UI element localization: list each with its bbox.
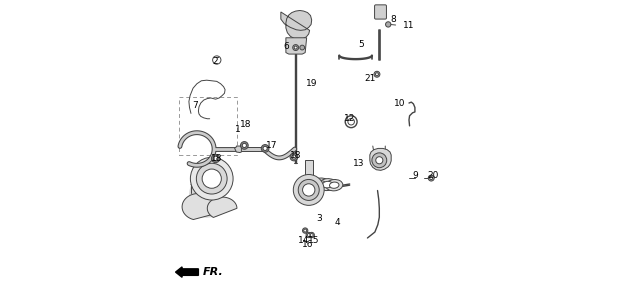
- Polygon shape: [286, 38, 307, 54]
- Text: 6: 6: [283, 42, 289, 51]
- Circle shape: [243, 143, 246, 148]
- Circle shape: [292, 45, 299, 51]
- Text: 11: 11: [403, 21, 415, 30]
- Ellipse shape: [323, 181, 332, 188]
- Text: 19: 19: [306, 79, 317, 88]
- Ellipse shape: [318, 179, 337, 190]
- Text: 18: 18: [239, 120, 251, 129]
- Polygon shape: [305, 160, 313, 175]
- Circle shape: [303, 184, 315, 196]
- Text: 12: 12: [344, 114, 355, 123]
- Circle shape: [429, 177, 433, 180]
- Circle shape: [213, 156, 218, 161]
- Text: 10: 10: [394, 100, 405, 108]
- Circle shape: [190, 157, 233, 200]
- Polygon shape: [370, 148, 391, 170]
- Text: 18: 18: [290, 151, 301, 160]
- Text: FR.: FR.: [203, 267, 223, 277]
- Circle shape: [298, 179, 319, 201]
- Circle shape: [261, 145, 269, 152]
- Polygon shape: [235, 146, 241, 153]
- Text: 9: 9: [412, 171, 418, 180]
- Circle shape: [263, 146, 268, 150]
- Polygon shape: [189, 179, 225, 218]
- Circle shape: [385, 22, 391, 27]
- Circle shape: [374, 71, 380, 77]
- Ellipse shape: [312, 178, 330, 190]
- Ellipse shape: [330, 182, 339, 188]
- Ellipse shape: [326, 179, 343, 191]
- Circle shape: [348, 118, 355, 125]
- Text: 20: 20: [428, 171, 439, 180]
- Text: 18: 18: [211, 154, 223, 163]
- Circle shape: [376, 73, 378, 76]
- Circle shape: [300, 45, 305, 50]
- FancyArrow shape: [175, 267, 198, 277]
- Circle shape: [211, 154, 220, 163]
- Text: 21: 21: [364, 74, 376, 83]
- Text: 16: 16: [302, 240, 314, 249]
- Circle shape: [306, 232, 312, 238]
- Text: 2: 2: [212, 57, 218, 66]
- Circle shape: [294, 46, 297, 49]
- Circle shape: [292, 155, 296, 159]
- Polygon shape: [281, 10, 312, 39]
- FancyBboxPatch shape: [374, 5, 387, 19]
- Circle shape: [310, 234, 313, 237]
- Text: 14: 14: [298, 236, 309, 245]
- Text: 3: 3: [317, 214, 323, 223]
- Circle shape: [307, 234, 310, 237]
- Circle shape: [293, 175, 324, 205]
- Polygon shape: [207, 197, 237, 218]
- Bar: [179, 97, 237, 155]
- Circle shape: [241, 142, 248, 149]
- Circle shape: [376, 157, 383, 164]
- Text: 1: 1: [235, 125, 241, 134]
- Circle shape: [202, 169, 221, 188]
- Circle shape: [304, 229, 307, 232]
- Circle shape: [309, 232, 314, 238]
- Text: 17: 17: [266, 141, 278, 150]
- Circle shape: [428, 175, 434, 181]
- Text: 13: 13: [353, 159, 365, 168]
- Circle shape: [290, 153, 298, 161]
- Ellipse shape: [316, 181, 326, 187]
- Text: 8: 8: [390, 15, 396, 24]
- Text: 15: 15: [308, 236, 319, 245]
- Text: 7: 7: [193, 101, 198, 110]
- Circle shape: [196, 163, 227, 194]
- Circle shape: [303, 228, 308, 233]
- Text: 5: 5: [358, 40, 364, 49]
- Polygon shape: [182, 193, 214, 220]
- Text: 4: 4: [335, 218, 340, 227]
- Circle shape: [372, 153, 387, 168]
